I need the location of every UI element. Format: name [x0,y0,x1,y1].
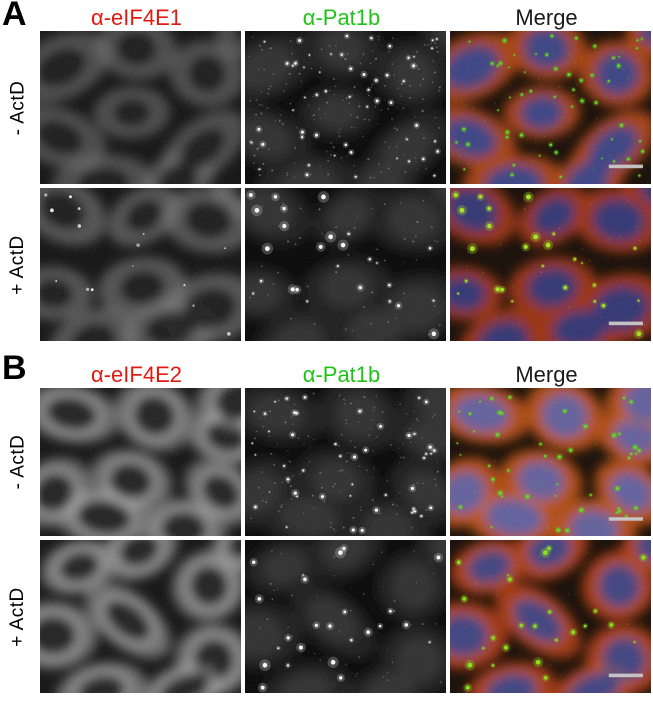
row-label-cell: + ActD [0,540,36,693]
micrograph-pat1b-plus-actd [245,188,446,341]
panel-a-header: A α-eIF4E1 α-Pat1b Merge [0,0,653,33]
panel-b-row-plus-actd: + ActD [0,540,653,693]
row-label-cell: - ActD [0,388,36,536]
panel-b-letter: B [2,349,27,387]
panel-b-row-minus-actd: - ActD [0,388,653,536]
column-label-red-channel: α-eIF4E2 [91,361,182,387]
micrograph-pat1b-minus-actd [245,31,446,184]
column-label-merge: Merge [515,361,578,387]
micrograph-merge-plus-actd [450,188,651,341]
micrograph-merge-minus-actd [450,31,651,184]
column-label-merge: Merge [515,4,578,30]
row-label-cell: - ActD [0,31,36,184]
micrograph-merge-plus-actd [450,540,651,693]
panel-a-letter: A [2,0,27,33]
panel-b: B α-eIF4E2 α-Pat1b Merge - ActD + ActD [0,351,653,693]
panel-a: A α-eIF4E1 α-Pat1b Merge - ActD + ActD [0,0,653,341]
row-label-plus-actd: + ActD [7,586,28,647]
column-label-red-channel: α-eIF4E1 [91,4,182,30]
micrograph-eif4e2-minus-actd [40,388,241,536]
row-label-cell: + ActD [0,188,36,341]
row-label-minus-actd: - ActD [7,434,29,490]
panel-a-row-minus-actd: - ActD [0,31,653,184]
row-label-minus-actd: - ActD [7,80,29,135]
column-label-green-channel: α-Pat1b [302,4,381,30]
column-label-green-channel: α-Pat1b [302,361,381,387]
row-label-plus-actd: + ActD [7,234,28,295]
micrograph-pat1b-plus-actd [245,540,446,693]
panel-b-header: B α-eIF4E2 α-Pat1b Merge [0,351,653,387]
panel-a-row-plus-actd: + ActD [0,188,653,341]
micrograph-eif4e1-plus-actd [40,188,241,341]
micrograph-merge-minus-actd [450,388,651,536]
micrograph-pat1b-minus-actd [245,388,446,536]
micrograph-eif4e2-plus-actd [40,540,241,693]
micrograph-eif4e1-minus-actd [40,31,241,184]
